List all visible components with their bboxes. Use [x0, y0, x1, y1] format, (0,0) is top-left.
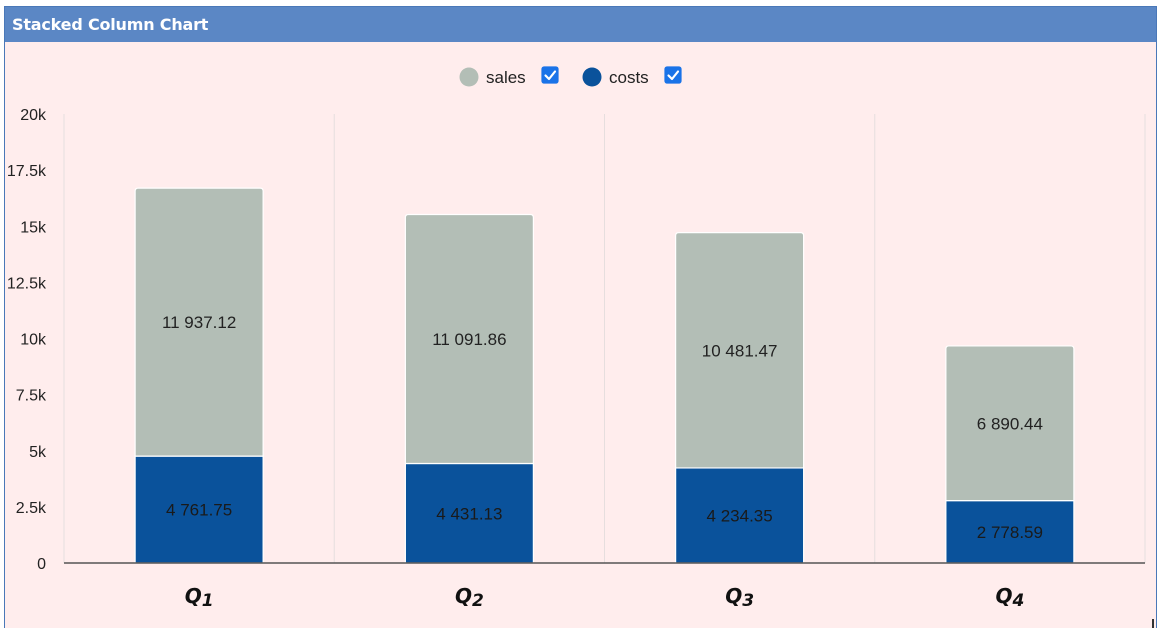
data-label-sales-q3: 10 481.47 [702, 341, 778, 360]
bar-sales-q1[interactable] [134, 187, 264, 457]
x-tick-label-q2: Q2 [455, 584, 484, 611]
y-tick-label: 17.5k [7, 163, 47, 180]
x-axis: Q1 Q2 Q3 Q4 [64, 562, 1145, 611]
bar-stack-q3[interactable]: 4 234.35 10 481.47 [675, 232, 805, 564]
chart-grid [63, 114, 1146, 563]
y-axis: 0 2.5k 5k 7.5k 10k 12.5k 15k 17.5k 20k [7, 107, 47, 573]
legend-item-sales[interactable]: sales [459, 66, 559, 87]
data-label-costs-q2: 4 431.13 [436, 504, 502, 523]
y-tick-label: 7.5k [16, 388, 47, 405]
legend-checkbox-costs[interactable] [664, 66, 682, 84]
y-tick-label: 10k [20, 332, 47, 349]
data-label-costs-q1: 4 761.75 [166, 501, 232, 520]
checkbox-box [541, 66, 559, 84]
data-label-sales-q4: 6 890.44 [977, 414, 1043, 433]
data-label-sales-q2: 11 091.86 [432, 330, 506, 349]
bar-stack-q4[interactable]: 2 778.59 6 890.44 [945, 345, 1075, 564]
chart-legend: sales costs [459, 66, 682, 87]
resize-notch [1152, 619, 1154, 628]
y-tick-label: 0 [37, 556, 46, 573]
data-label-costs-q4: 2 778.59 [977, 523, 1043, 542]
bar-stack-q1[interactable]: 4 761.75 11 937.12 [134, 187, 264, 564]
y-tick-label: 20k [20, 107, 47, 124]
x-tick-label-q1: Q1 [185, 584, 214, 611]
bar-sales-q3[interactable] [675, 232, 805, 469]
legend-item-costs[interactable]: costs [582, 66, 682, 87]
checkbox-box [664, 66, 682, 84]
y-tick-label: 2.5k [16, 500, 47, 517]
bar-sales-q4[interactable] [945, 345, 1075, 502]
legend-marker-sales [459, 67, 479, 87]
check-icon [544, 70, 557, 81]
y-tick-label: 5k [29, 444, 47, 461]
panel-title: Stacked Column Chart [5, 7, 1156, 42]
x-tick-label-q4: Q4 [995, 584, 1024, 611]
y-tick-label: 12.5k [7, 275, 47, 292]
y-tick-label: 15k [20, 219, 47, 236]
bar-costs-q3[interactable] [675, 467, 805, 564]
data-label-costs-q3: 4 234.35 [707, 506, 773, 525]
legend-label-costs: costs [609, 68, 649, 87]
data-label-sales-q1: 11 937.12 [162, 313, 236, 332]
check-icon [667, 70, 680, 81]
bar-sales-q2[interactable] [404, 213, 534, 465]
bar-costs-q1[interactable] [134, 455, 264, 564]
bar-stack-q2[interactable]: 4 431.13 11 091.86 [404, 213, 534, 564]
legend-checkbox-sales[interactable] [541, 66, 559, 84]
legend-marker-costs [582, 67, 602, 87]
chart-bars: 4 761.75 11 937.12 4 431.13 11 091.86 4 234.… [134, 187, 1075, 564]
legend-label-sales: sales [486, 68, 526, 87]
x-tick-label-q3: Q3 [725, 584, 754, 611]
